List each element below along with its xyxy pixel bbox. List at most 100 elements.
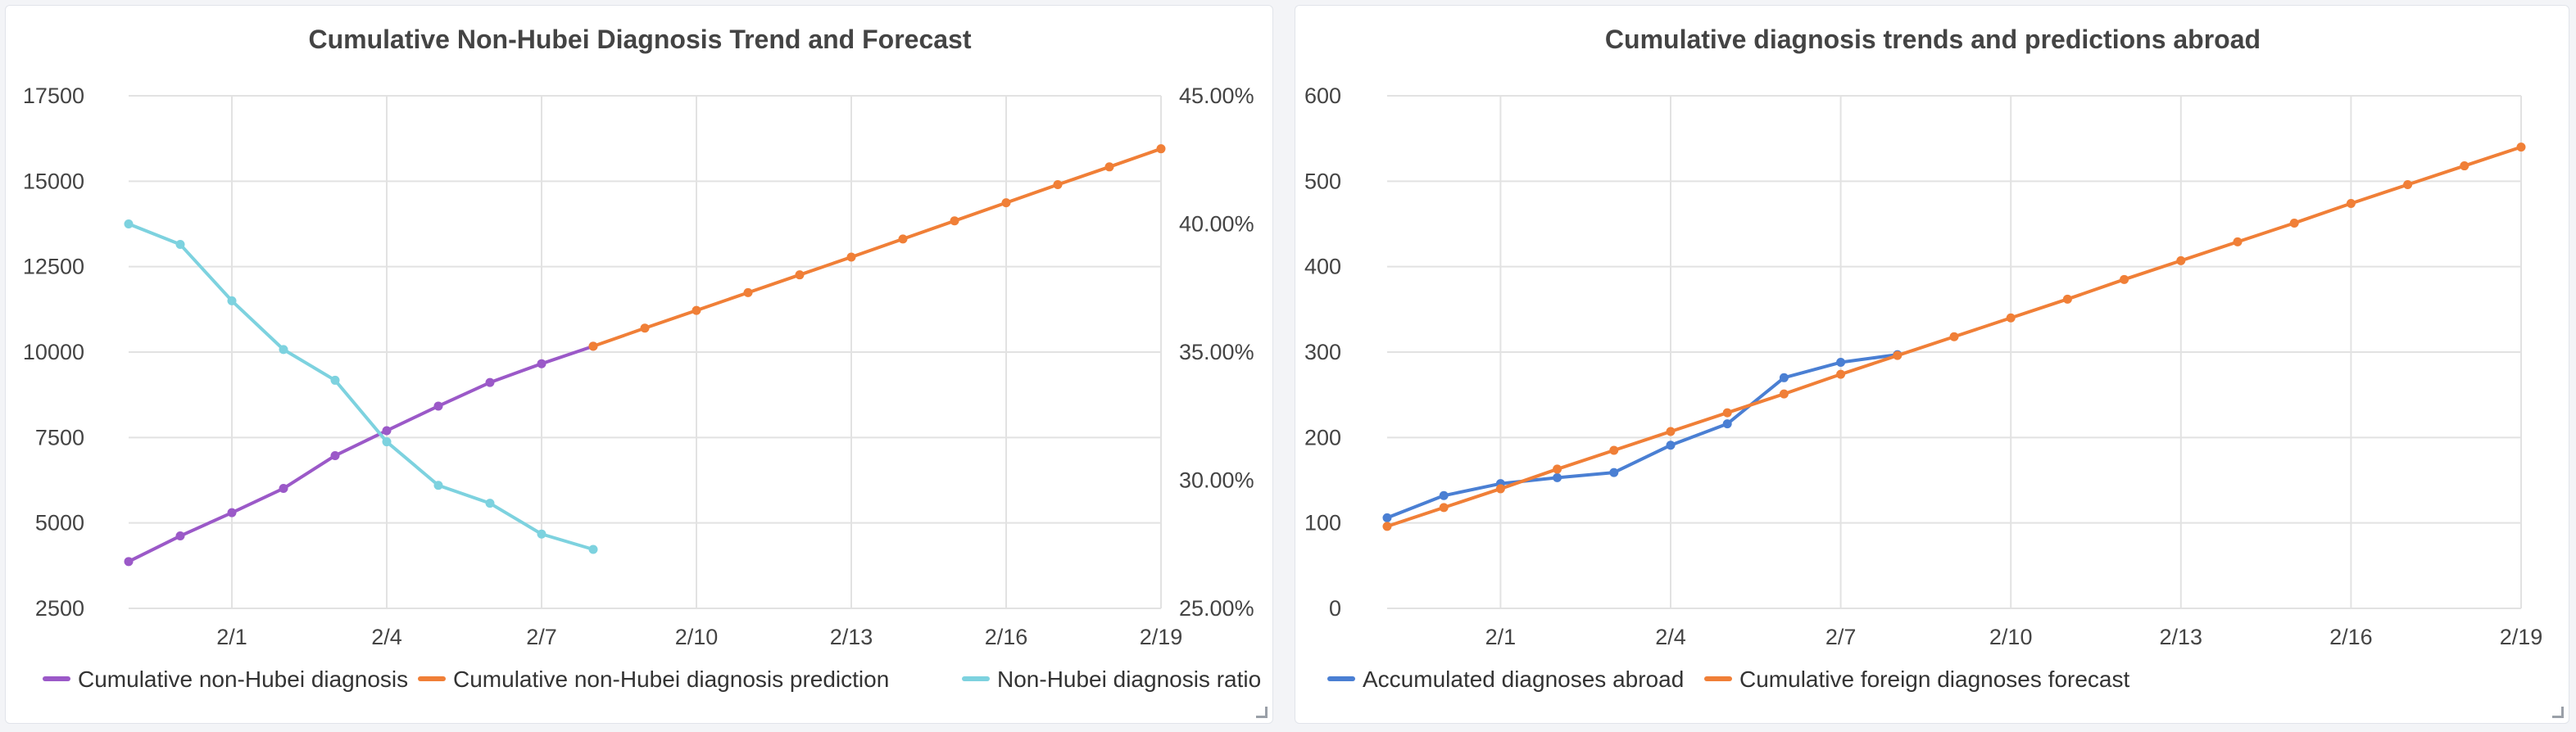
- x-tick-label: 2/16: [2329, 625, 2373, 649]
- data-point: [1053, 180, 1063, 190]
- data-point: [175, 240, 185, 250]
- data-point: [1553, 472, 1562, 482]
- data-point: [433, 481, 443, 490]
- data-point: [1666, 427, 1676, 436]
- y-right-tick-label: 35.00%: [1179, 340, 1254, 364]
- data-point: [124, 219, 134, 228]
- series-line: [128, 345, 594, 563]
- chart-left-svg: Cumulative Non-Hubei Diagnosis Trend and…: [23, 25, 1261, 692]
- data-point: [846, 252, 856, 262]
- x-tick-label: 2/1: [1485, 625, 1517, 649]
- y-left-tick-label: 600: [1304, 84, 1341, 108]
- data-point: [1722, 408, 1732, 418]
- data-point: [1553, 464, 1562, 474]
- y-left-tick-label: 500: [1304, 169, 1341, 193]
- data-point: [1439, 503, 1449, 513]
- y-left-tick-label: 300: [1304, 340, 1341, 364]
- chart-right-svg: Cumulative diagnosis trends and predicti…: [1304, 25, 2543, 692]
- data-point: [1439, 490, 1449, 500]
- data-point: [485, 499, 495, 508]
- data-point: [2120, 274, 2129, 284]
- x-tick-label: 2/4: [371, 625, 402, 649]
- x-tick-label: 2/1: [216, 625, 247, 649]
- chart-title: Cumulative diagnosis trends and predicti…: [1605, 25, 2261, 54]
- data-point: [2233, 237, 2243, 246]
- data-point: [588, 544, 598, 554]
- data-point: [1722, 419, 1732, 429]
- data-point: [588, 341, 598, 351]
- data-point: [1495, 484, 1505, 494]
- x-tick-label: 2/19: [2500, 625, 2543, 649]
- data-point: [2516, 142, 2526, 152]
- data-point: [330, 375, 340, 385]
- series-line: [128, 222, 594, 551]
- data-point: [227, 508, 237, 517]
- data-point: [175, 531, 185, 541]
- data-point: [537, 359, 546, 368]
- data-point: [1836, 369, 1846, 379]
- x-tick-label: 2/4: [1655, 625, 1686, 649]
- x-tick-label: 2/16: [985, 625, 1028, 649]
- legend-label: Cumulative non-Hubei diagnosis: [78, 666, 408, 692]
- y-left-tick-label: 200: [1304, 425, 1341, 450]
- data-point: [1609, 445, 1619, 455]
- chart-title: Cumulative Non-Hubei Diagnosis Trend and…: [308, 25, 971, 54]
- data-point: [382, 437, 392, 447]
- y-right-tick-label: 40.00%: [1179, 212, 1254, 237]
- data-point: [537, 529, 546, 539]
- data-point: [2006, 313, 2016, 323]
- y-left-tick-label: 2500: [35, 596, 84, 621]
- data-point: [692, 305, 701, 315]
- y-left-tick-label: 5000: [35, 511, 84, 535]
- chart-panel-right: Cumulative diagnosis trends and predicti…: [1295, 5, 2569, 724]
- legend-label: Cumulative foreign diagnoses forecast: [1739, 666, 2129, 692]
- data-point: [1666, 441, 1676, 450]
- data-point: [2403, 180, 2413, 190]
- data-point: [1382, 513, 1392, 522]
- y-right-tick-label: 25.00%: [1179, 596, 1254, 621]
- data-point: [898, 234, 908, 244]
- data-point: [2062, 294, 2072, 304]
- x-tick-label: 2/7: [526, 625, 557, 649]
- y-left-tick-label: 400: [1304, 255, 1341, 279]
- data-point: [795, 270, 805, 280]
- data-point: [1382, 522, 1392, 531]
- data-point: [1836, 358, 1846, 368]
- data-point: [330, 450, 340, 460]
- data-point: [640, 323, 650, 333]
- x-tick-label: 2/13: [830, 625, 873, 649]
- x-tick-label: 2/10: [675, 625, 719, 649]
- data-point: [279, 345, 288, 355]
- data-point: [2289, 218, 2299, 228]
- data-point: [743, 287, 753, 297]
- legend-label: Cumulative non-Hubei diagnosis predictio…: [453, 666, 889, 692]
- resize-handle[interactable]: [2552, 707, 2564, 718]
- data-point: [433, 401, 443, 411]
- y-right-tick-label: 45.00%: [1179, 84, 1254, 108]
- series-line: [1386, 353, 1898, 520]
- data-point: [1893, 350, 1903, 360]
- data-point: [1779, 373, 1789, 382]
- x-tick-label: 2/7: [1825, 625, 1857, 649]
- legend-label: Non-Hubei diagnosis ratio: [997, 666, 1261, 692]
- resize-handle[interactable]: [1256, 707, 1268, 718]
- data-point: [124, 557, 134, 567]
- y-right-tick-label: 30.00%: [1179, 468, 1254, 493]
- y-left-tick-label: 7500: [35, 425, 84, 450]
- data-point: [2346, 198, 2356, 208]
- legend-label: Accumulated diagnoses abroad: [1363, 666, 1684, 692]
- x-tick-label: 2/10: [1989, 625, 2033, 649]
- y-left-tick-label: 100: [1304, 511, 1341, 535]
- data-point: [1779, 389, 1789, 399]
- data-point: [1001, 198, 1011, 208]
- x-tick-label: 2/13: [2160, 625, 2203, 649]
- data-point: [1949, 332, 1959, 341]
- data-point: [950, 216, 959, 226]
- y-left-tick-label: 17500: [23, 84, 84, 108]
- data-point: [1104, 162, 1114, 172]
- data-point: [485, 377, 495, 387]
- y-left-tick-label: 15000: [23, 169, 84, 193]
- data-point: [279, 484, 288, 494]
- series-line: [592, 147, 1162, 348]
- y-left-tick-label: 10000: [23, 340, 84, 364]
